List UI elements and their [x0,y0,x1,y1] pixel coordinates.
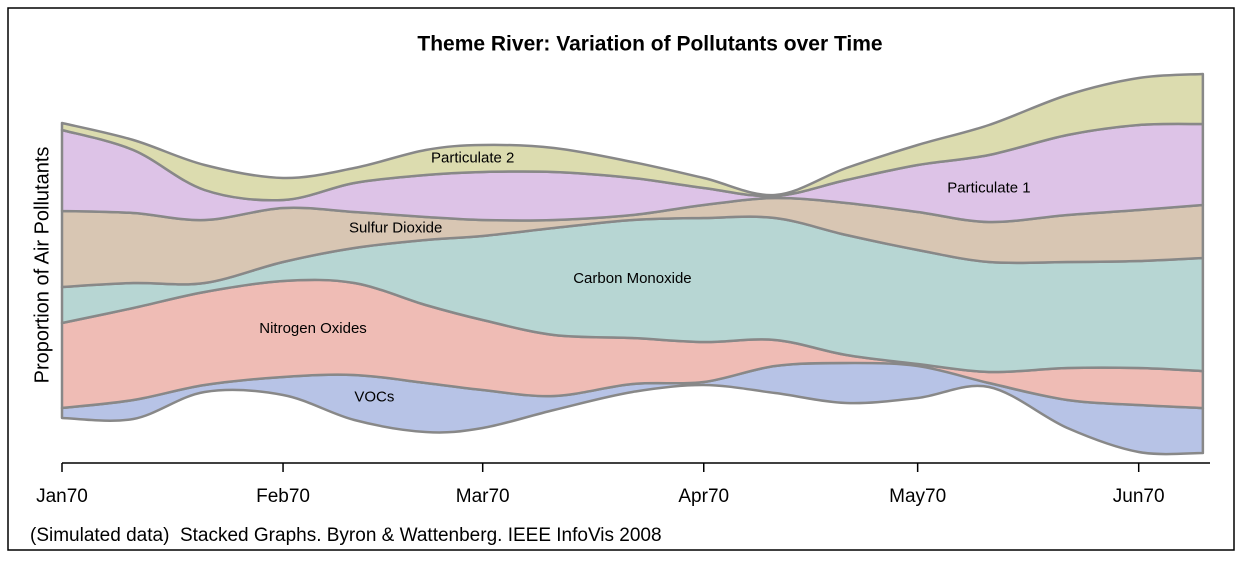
series-label: Nitrogen Oxides [259,320,367,337]
footnote: (Simulated data) Stacked Graphs. Byron &… [30,525,662,546]
x-tick-label: Apr70 [678,486,729,507]
series-label: Sulfur Dioxide [349,219,442,236]
stream-area [60,72,1205,202]
y-axis-label: Proportion of Air Pollutants [31,147,53,384]
x-tick-label: May70 [889,486,946,507]
x-tick-label: Feb70 [256,486,310,507]
series-label: VOCs [354,388,394,405]
x-tick-label: Jan70 [36,486,88,507]
series-label: Particulate 1 [947,179,1030,196]
series-label: Particulate 2 [431,149,514,166]
x-tick-label: Mar70 [456,486,510,507]
x-tick-label: Jun70 [1113,486,1165,507]
chart-title: Theme River: Variation of Pollutants ove… [417,33,882,56]
series-label: Carbon Monoxide [573,270,691,287]
